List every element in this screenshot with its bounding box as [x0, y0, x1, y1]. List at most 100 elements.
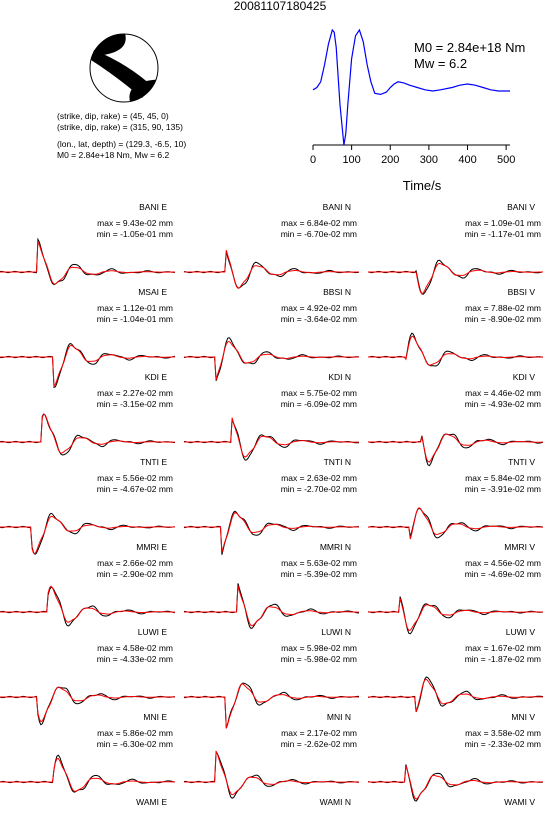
- panel-max: max = 2.27e-02 mm: [97, 388, 173, 398]
- panel-label: BANI V: [507, 202, 535, 212]
- panel-label: BBSI V: [508, 287, 536, 297]
- observed-trace: [367, 507, 544, 539]
- focal-mechanism-beachball: [89, 33, 159, 103]
- stf-moment-label: M0 = 2.84e+18 Nm: [414, 40, 525, 55]
- waveform-panel: WAMI N: [320, 797, 351, 807]
- panel-max: max = 5.84e-02 mm: [465, 473, 541, 483]
- nodal-plane-1: (strike, dip, rake) = (45, 45, 0): [57, 111, 169, 121]
- stf-tick-label: 100: [342, 154, 360, 166]
- stf-tick-label: 500: [497, 154, 515, 166]
- observed-trace: [367, 764, 544, 802]
- panel-min: min = -6.30e-02 mm: [97, 739, 173, 749]
- panel-min: min = -3.15e-02 mm: [97, 399, 173, 409]
- observed-trace: [367, 332, 544, 367]
- observed-trace: [0, 413, 176, 456]
- observed-trace: [183, 418, 360, 461]
- stf-tick-label: 300: [420, 154, 438, 166]
- panel-max: max = 4.58e-02 mm: [97, 643, 173, 653]
- panel-min: min = -4.69e-02 mm: [465, 569, 541, 579]
- panel-label: KDI N: [328, 372, 351, 382]
- nodal-plane-2: (strike, dip, rake) = (315, 90, 135): [57, 122, 183, 132]
- panel-min: min = -5.98e-02 mm: [281, 654, 357, 664]
- panel-max: max = 1.67e-02 mm: [465, 643, 541, 653]
- panel-label: KDI V: [513, 372, 536, 382]
- synthetic-trace: [0, 515, 175, 555]
- panel-max: max = 1.12e-01 mm: [97, 303, 173, 313]
- panel-min: min = -2.70e-02 mm: [281, 484, 357, 494]
- panel-max: max = 4.92e-02 mm: [281, 303, 357, 313]
- panel-label: MNI N: [327, 712, 351, 722]
- synthetic-trace: [184, 585, 359, 627]
- panel-label: MMRI V: [504, 542, 535, 552]
- observed-trace: [0, 237, 175, 286]
- panel-max: max = 5.56e-02 mm: [97, 473, 173, 483]
- synthetic-trace: [184, 750, 359, 796]
- panel-label: LUWI N: [321, 627, 351, 637]
- stf-tick-label: 200: [381, 154, 399, 166]
- synthetic-trace: [184, 512, 360, 553]
- stf-mw-label: Mw = 6.2: [414, 56, 467, 71]
- panel-label: LUWI V: [506, 627, 536, 637]
- panel-label: TNTI E: [140, 457, 167, 467]
- panel-label: WAMI N: [320, 797, 351, 807]
- synthetic-trace: [0, 344, 176, 388]
- source-time-function-plot: 0 100 200 300 400 500 M0 = 2.84e+18 Nm Mw = 6…: [310, 28, 525, 193]
- panel-max: max = 2.17e-02 mm: [281, 728, 357, 738]
- panel-label: MNI V: [511, 712, 535, 722]
- panel-min: min = -4.33e-02 mm: [97, 654, 173, 664]
- mechanism-info: (strike, dip, rake) = (45, 45, 0) (strik…: [57, 111, 186, 160]
- synthetic-trace: [0, 585, 175, 623]
- panel-label: WAMI V: [504, 797, 535, 807]
- synthetic-trace: [0, 686, 175, 723]
- panel-label: MMRI E: [136, 542, 167, 552]
- panel-max: max = 1.09e-01 mm: [465, 218, 541, 228]
- figure-title: 20081107180425: [234, 0, 327, 13]
- panel-min: min = -1.04e-01 mm: [97, 314, 173, 324]
- synthetic-trace: [0, 757, 176, 792]
- panel-min: min = -4.67e-02 mm: [97, 484, 173, 494]
- panel-min: min = -2.33e-02 mm: [465, 739, 541, 749]
- panel-min: min = -3.64e-02 mm: [281, 314, 357, 324]
- synthetic-trace: [368, 765, 543, 800]
- waveform-panel: WAMI E: [136, 797, 167, 807]
- stf-curve: [312, 28, 510, 146]
- beachball-compressional-quadrant: [92, 33, 126, 57]
- stf-x-axis-label: Time/s: [403, 178, 442, 193]
- panel-max: max = 9.43e-02 mm: [97, 218, 173, 228]
- synthetic-trace: [0, 240, 175, 285]
- observed-trace: [183, 750, 360, 799]
- panel-min: min = -2.90e-02 mm: [97, 569, 173, 579]
- panel-label: BBSI N: [323, 287, 351, 297]
- synthetic-trace: [368, 433, 543, 463]
- synthetic-trace: [368, 678, 544, 713]
- panel-min: min = -2.62e-02 mm: [281, 739, 357, 749]
- panel-label: TNTI V: [508, 457, 535, 467]
- panel-max: max = 7.88e-02 mm: [465, 303, 541, 313]
- waveform-panel: WAMI V: [504, 797, 535, 807]
- beachball-band: [91, 50, 152, 98]
- synthetic-trace: [184, 417, 359, 458]
- panel-label: MMRI N: [320, 542, 351, 552]
- stf-x-ticks: 0 100 200 300 400 500: [310, 145, 515, 166]
- panel-max: max = 5.63e-02 mm: [281, 558, 357, 568]
- panel-min: min = -1.05e-01 mm: [97, 229, 173, 239]
- location-depth: (lon., lat, depth) = (129.3, -6.5, 10): [57, 139, 186, 149]
- panel-max: max = 5.86e-02 mm: [97, 728, 173, 738]
